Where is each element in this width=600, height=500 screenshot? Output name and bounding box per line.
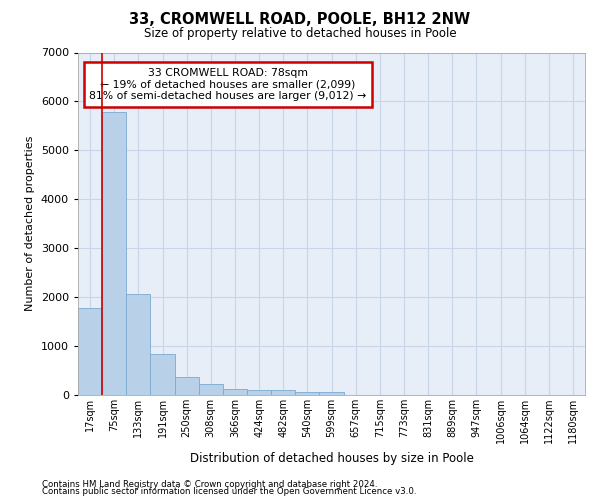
Y-axis label: Number of detached properties: Number of detached properties (25, 136, 35, 312)
Bar (271, 390, 295, 395)
Bar (319, 392, 344, 395)
Bar (199, 384, 223, 395)
Text: Size of property relative to detached houses in Poole: Size of property relative to detached ho… (143, 28, 457, 40)
Text: Contains HM Land Registry data © Crown copyright and database right 2024.: Contains HM Land Registry data © Crown c… (42, 480, 377, 489)
Bar (175, 377, 199, 395)
Bar (295, 392, 319, 395)
Bar (78, 308, 102, 395)
Bar (223, 390, 247, 395)
X-axis label: Distribution of detached houses by size in Poole: Distribution of detached houses by size … (190, 452, 473, 464)
Text: Contains public sector information licensed under the Open Government Licence v3: Contains public sector information licen… (42, 488, 416, 496)
Text: 33, CROMWELL ROAD, POOLE, BH12 2NW: 33, CROMWELL ROAD, POOLE, BH12 2NW (130, 12, 470, 28)
Bar (126, 294, 151, 395)
Bar (247, 390, 271, 395)
Text: 33 CROMWELL ROAD: 78sqm
← 19% of detached houses are smaller (2,099)
81% of semi: 33 CROMWELL ROAD: 78sqm ← 19% of detache… (89, 68, 366, 101)
Bar (151, 354, 175, 395)
Bar (102, 112, 126, 395)
